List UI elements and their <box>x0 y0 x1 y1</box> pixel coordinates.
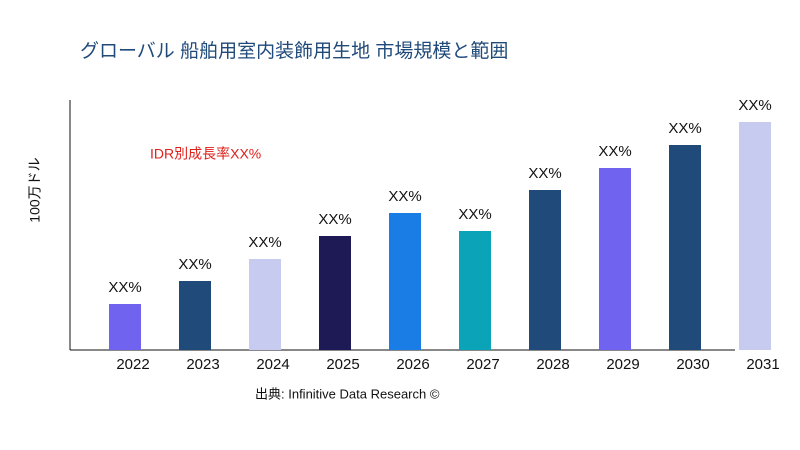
value-label: XX% <box>668 120 701 137</box>
value-label: XX% <box>458 206 491 223</box>
x-tick-label: 2022 <box>116 356 149 373</box>
x-tick-label: 2024 <box>256 356 289 373</box>
bar <box>529 190 561 350</box>
bar <box>599 168 631 350</box>
x-tick-label: 2030 <box>676 356 709 373</box>
bar <box>319 236 351 350</box>
chart-title: グローバル 船舶用室内装飾用生地 市場規模と範囲 <box>80 40 508 62</box>
bar <box>459 231 491 350</box>
bar <box>739 122 771 350</box>
bar <box>249 259 281 350</box>
value-label: XX% <box>528 165 561 182</box>
x-tick-label: 2029 <box>606 356 639 373</box>
value-label: XX% <box>178 256 211 273</box>
value-label: XX% <box>318 211 351 228</box>
value-label: XX% <box>108 279 141 296</box>
x-tick-label: 2027 <box>466 356 499 373</box>
value-label: XX% <box>248 234 281 251</box>
bar <box>109 304 141 350</box>
value-label: XX% <box>388 188 421 205</box>
value-label: XX% <box>738 97 771 114</box>
x-tick-label: 2023 <box>186 356 219 373</box>
annotation: IDR別成長率XX% <box>150 146 261 162</box>
x-tick-label: 2028 <box>536 356 569 373</box>
bar <box>179 281 211 350</box>
x-tick-label: 2026 <box>396 356 429 373</box>
y-axis-label: 100万ドル <box>27 157 43 222</box>
bar <box>389 213 421 350</box>
x-tick-label: 2025 <box>326 356 359 373</box>
source: 出典: Infinitive Data Research © <box>255 386 440 401</box>
bar <box>669 145 701 350</box>
value-label: XX% <box>598 143 631 160</box>
x-tick-label: 2031 <box>746 356 779 373</box>
